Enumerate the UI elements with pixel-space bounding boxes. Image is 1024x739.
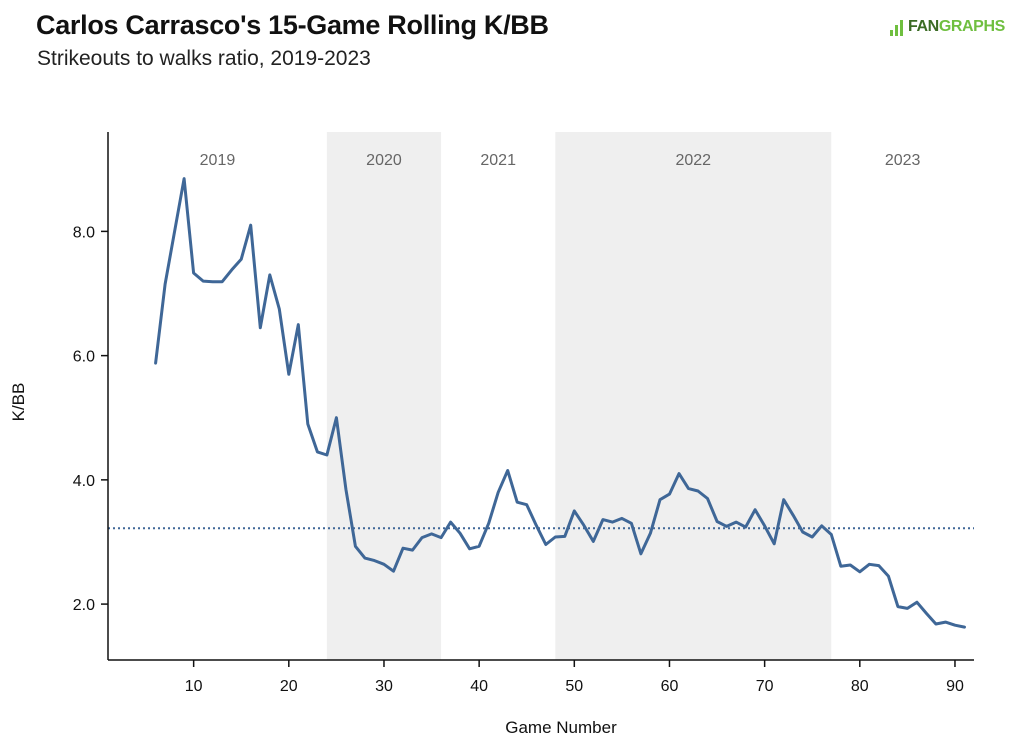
y-axis-title: K/BB	[9, 383, 28, 422]
x-tick-label: 80	[851, 678, 869, 695]
season-label-2021: 2021	[480, 152, 516, 169]
season-label-2022: 2022	[675, 152, 711, 169]
season-label-2019: 2019	[200, 152, 236, 169]
chart-title: Carlos Carrasco's 15-Game Rolling K/BB	[36, 10, 549, 40]
x-axis-title: Game Number	[505, 718, 617, 737]
season-bands	[326, 132, 832, 660]
season-band-2022	[555, 132, 832, 660]
logo-bars-icon	[888, 18, 908, 36]
season-label-2020: 2020	[366, 152, 402, 169]
season-label-2023: 2023	[885, 152, 921, 169]
axes	[107, 132, 974, 661]
x-tick-label: 10	[185, 678, 203, 695]
y-tick-label: 8.0	[73, 224, 95, 241]
y-tick-label: 4.0	[73, 473, 95, 490]
x-tick-label: 60	[661, 678, 679, 695]
x-tick-label: 40	[470, 678, 488, 695]
x-tick-label: 30	[375, 678, 393, 695]
x-tick-label: 90	[946, 678, 964, 695]
season-labels: 2019 2020 2021 2022 2023	[200, 152, 921, 169]
chart-subtitle: Strikeouts to walks ratio, 2019-2023	[37, 47, 371, 70]
fangraphs-logo: FANGRAPHS	[888, 18, 1005, 36]
kbb-series-line	[154, 177, 966, 629]
x-tick-label: 70	[756, 678, 774, 695]
x-tick-label: 50	[565, 678, 583, 695]
y-tick-label: 2.0	[73, 597, 95, 614]
logo-text-fan: FAN	[908, 18, 939, 35]
logo-text-graphs: GRAPHS	[938, 18, 1005, 35]
y-ticks: 2.0 4.0 6.0 8.0	[73, 224, 108, 614]
y-tick-label: 6.0	[73, 349, 95, 366]
x-ticks: 10 20 30 40 50 60 70 80 90	[185, 660, 964, 695]
season-band-2020	[326, 132, 442, 660]
x-tick-label: 20	[280, 678, 298, 695]
